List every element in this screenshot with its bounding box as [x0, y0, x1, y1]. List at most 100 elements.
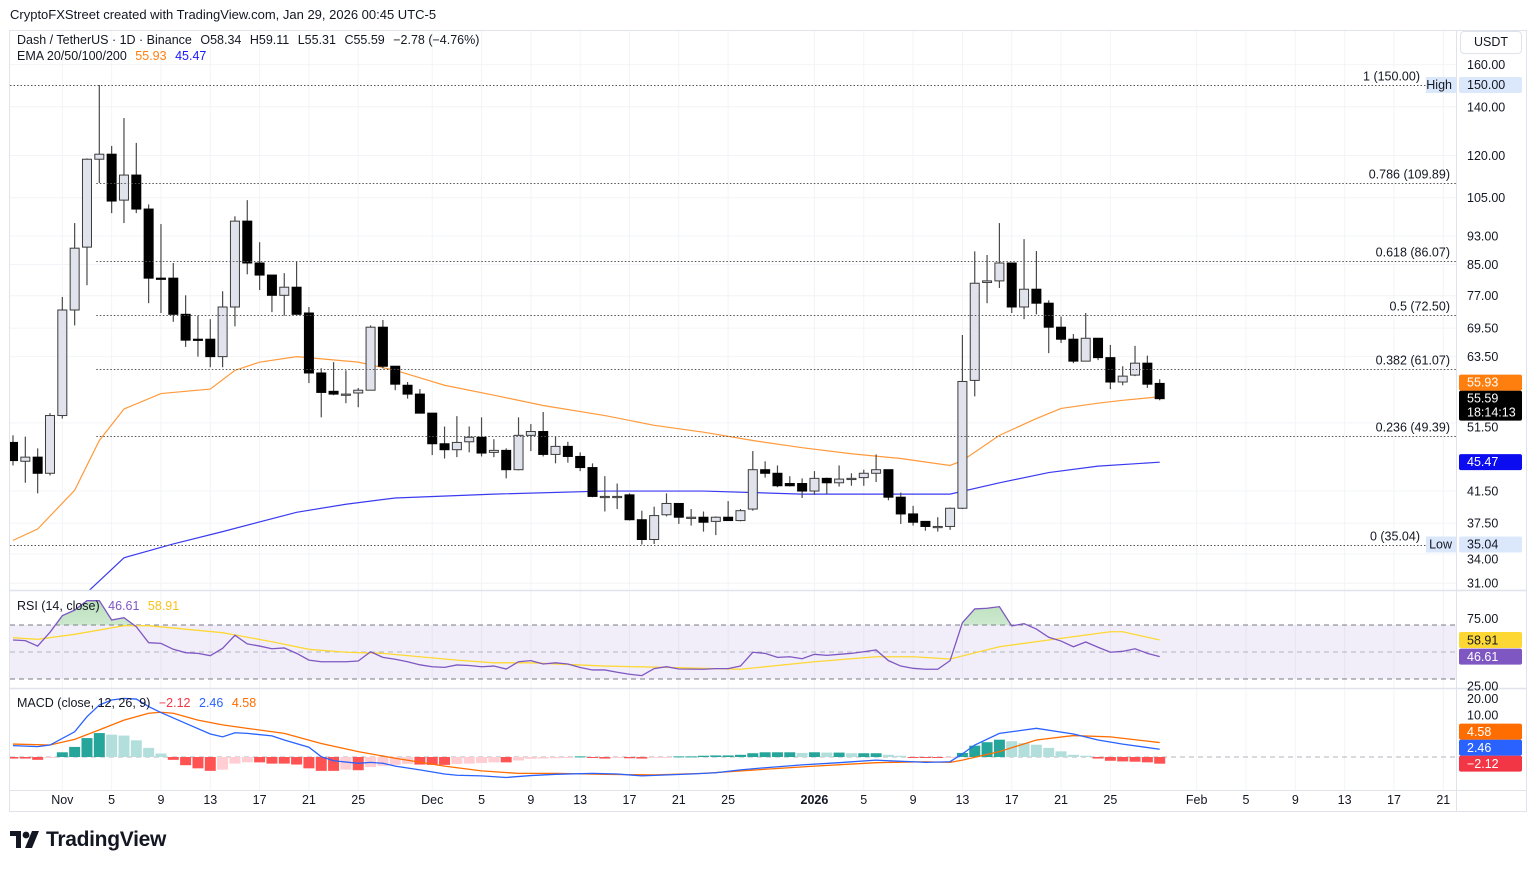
candle-up [1130, 362, 1141, 376]
macd-histogram-bar [1141, 757, 1153, 763]
macd-histogram-bar [1104, 757, 1116, 761]
time-axis-label: 5 [1243, 793, 1250, 807]
rsi-legend[interactable]: RSI (14, close) 46.61 58.91 [17, 599, 184, 613]
macd-histogram-bar [685, 756, 697, 758]
candle-down [205, 338, 216, 358]
candle-down [772, 472, 783, 487]
fib-level-label: 0.236 (49.39) [1376, 421, 1450, 435]
candle-down [402, 384, 413, 395]
macd-histogram-bar [821, 752, 833, 757]
price-axis-label: 93.00 [1467, 230, 1498, 244]
macd-histogram-bar [217, 757, 229, 770]
candle-down [10, 441, 18, 462]
candle-down [501, 449, 512, 471]
macd-histogram-bar [895, 755, 907, 757]
macd-histogram-bar [93, 733, 105, 757]
macd-histogram-bar [1117, 757, 1129, 762]
macd-histogram-bar [229, 757, 241, 764]
candle-up [599, 495, 610, 499]
price-axis-label: 85.00 [1467, 258, 1498, 272]
macd-histogram-bar [192, 757, 204, 769]
macd-histogram-bar [1154, 757, 1166, 764]
macd-histogram-bar [278, 757, 290, 764]
ema-label: EMA 20/50/100/200 [17, 49, 127, 63]
price-tag [1459, 454, 1522, 471]
macd-histogram-bar [697, 755, 709, 757]
macd-histogram-bar [389, 757, 401, 765]
price-axis-label: 34.00 [1467, 553, 1498, 567]
macd-line-value: 2.46 [199, 696, 224, 710]
candle-up [118, 174, 129, 201]
candle-down [538, 431, 549, 455]
candle-up [1019, 288, 1030, 308]
price-axis-label: 41.50 [1467, 485, 1498, 499]
chart-frame [9, 30, 1527, 812]
macd-histogram-bar [488, 757, 500, 763]
candle-down [414, 393, 425, 414]
candle-up [747, 469, 758, 510]
rsi-value: 46.61 [108, 599, 140, 613]
macd-histogram-bar [204, 757, 216, 771]
macd-histogram-bar [1018, 743, 1030, 757]
rsi-value-tag-text: 46.61 [1467, 650, 1498, 664]
rsi-axis-label: 75.00 [1467, 612, 1498, 626]
candle-down [1056, 326, 1067, 340]
candle-down [180, 313, 191, 341]
macd-value-tag-text: 4.58 [1467, 725, 1491, 739]
price-axis-label: 69.50 [1467, 322, 1498, 336]
candle-down [328, 390, 339, 395]
candle-up [57, 309, 68, 417]
macd-pane[interactable] [8, 697, 1457, 779]
price-axis-label: 140.00 [1467, 100, 1505, 114]
time-axis-label: 21 [1436, 793, 1450, 807]
fib-level-label: 0 (35.04) [1370, 530, 1420, 544]
macd-histogram-bar [759, 752, 771, 757]
macd-histogram-bar [291, 757, 303, 765]
ema-legend[interactable]: EMA 20/50/100/200 55.93 45.47 [17, 49, 211, 63]
candle-down [1093, 337, 1104, 359]
candle-up [81, 158, 92, 248]
candle-up [229, 220, 240, 308]
macd-legend[interactable]: MACD (close, 12, 26, 9) −2.12 2.46 4.58 [17, 696, 261, 710]
macd-histogram-bar [981, 742, 993, 757]
rsi-value-tag [1459, 648, 1522, 665]
candle-up [661, 502, 672, 516]
candle-down [192, 338, 203, 341]
macd-histogram-value: −2.12 [158, 696, 191, 710]
macd-signal-line [12, 711, 1160, 776]
price-pane[interactable]: 1 (150.00) 0.786 (109.89) 0.618 (86.07) 0.5… [9, 70, 1457, 593]
macd-histogram-bar [858, 753, 870, 757]
candle-up [809, 477, 820, 492]
candle-down [131, 174, 142, 210]
candle-down [291, 286, 302, 315]
macd-histogram-bar [130, 740, 142, 757]
ema-line [12, 356, 1160, 541]
axes[interactable]: Nov 5 9 13 17 21 25 Dec 5 9 13 17 21 25 2026 5 9 13 17 21 25… [9, 30, 1528, 812]
candle-down [760, 469, 771, 474]
time-axis-label: 9 [527, 793, 534, 807]
candle-down [920, 520, 931, 527]
time-axis-label: 17 [253, 793, 267, 807]
macd-histogram-bar [1129, 757, 1141, 762]
rsi-pane[interactable] [10, 600, 1456, 680]
candle-up [1080, 337, 1091, 362]
macd-histogram-bar [537, 757, 549, 759]
fib-level-label: 0.5 (72.50) [1390, 300, 1450, 314]
macd-histogram-bar [710, 755, 722, 757]
candle-down [32, 456, 43, 474]
candle-up [982, 280, 993, 283]
fib-level-label: 0.786 (109.89) [1369, 168, 1450, 182]
macd-histogram-bar [180, 757, 192, 766]
rsi-value-tag-text: 58.91 [1467, 633, 1498, 647]
candle-down [1031, 288, 1042, 304]
price-marker-label: High [1426, 78, 1452, 92]
macd-histogram-bar [241, 757, 253, 763]
macd-histogram-bar [636, 757, 648, 759]
candle-up [686, 516, 697, 519]
ohlc-label: L [297, 33, 305, 47]
currency-button[interactable]: USDT [1460, 31, 1522, 54]
price-change: −2.78 (−4.76%) [393, 33, 480, 47]
time-axis-label: 17 [623, 793, 637, 807]
candle-up [1117, 375, 1128, 383]
